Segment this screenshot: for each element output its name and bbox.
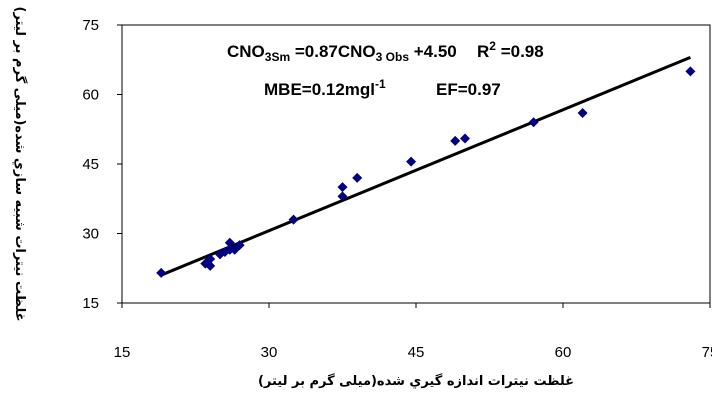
data-points (156, 66, 696, 278)
data-point (685, 66, 696, 77)
data-point (352, 172, 363, 183)
data-point (288, 214, 299, 225)
plot-area: 15 30 45 60 75 15 30 45 60 75 (82, 17, 712, 361)
eq-mid: =0.87CNO (290, 42, 376, 61)
regression-line (160, 55, 691, 277)
x-tick-label: 30 (261, 344, 278, 361)
y-tick-label: 30 (82, 226, 99, 243)
data-point (156, 267, 167, 278)
data-point (528, 117, 539, 128)
data-point (337, 191, 348, 202)
data-point (205, 260, 216, 271)
x-tick-label: 75 (702, 344, 712, 361)
data-point (577, 108, 588, 119)
eq-mid-sub: 3 Obs (376, 50, 410, 64)
data-point (406, 156, 417, 167)
mbe-sup: -1 (375, 77, 386, 91)
x-axis-ticks: 15 30 45 60 75 (114, 303, 712, 361)
data-point (337, 182, 348, 193)
x-tick-label: 45 (408, 344, 425, 361)
y-axis-label: غلظت نيترات شبيه سازي شده(ميلی گرم بر لي… (12, 6, 28, 321)
data-point (224, 237, 235, 248)
x-tick-label: 15 (114, 344, 131, 361)
data-point (460, 133, 470, 144)
r2-value: =0.98 (496, 42, 544, 61)
ef-text: EF=0.97 (436, 80, 501, 99)
data-point (450, 135, 461, 146)
equation-text: CNO3Sm =0.87CNO3 Obs +4.50 (227, 42, 457, 64)
data-point (234, 240, 245, 251)
y-tick-label: 75 (82, 17, 99, 34)
mbe-value: MBE=0.12mgl (264, 80, 375, 99)
data-point (205, 253, 216, 264)
y-tick-label: 60 (82, 87, 99, 104)
mbe-text: MBE=0.12mgl-1 (264, 77, 386, 99)
x-axis-label: غلظت نيترات اندازه گيري شده(ميلی گرم بر … (258, 373, 574, 389)
y-tick-label: 45 (82, 156, 99, 173)
eq-rhs: +4.50 (409, 42, 457, 61)
r2-label: R (477, 42, 489, 61)
r2-sup: 2 (489, 39, 496, 53)
eq-lhs: CNO (227, 42, 265, 61)
y-tick-label: 15 (82, 295, 99, 312)
r-squared-text: R2 =0.98 (477, 39, 544, 61)
y-axis-ticks: 15 30 45 60 75 (82, 17, 122, 312)
x-tick-label: 60 (555, 344, 572, 361)
eq-lhs-sub: 3Sm (265, 50, 290, 64)
